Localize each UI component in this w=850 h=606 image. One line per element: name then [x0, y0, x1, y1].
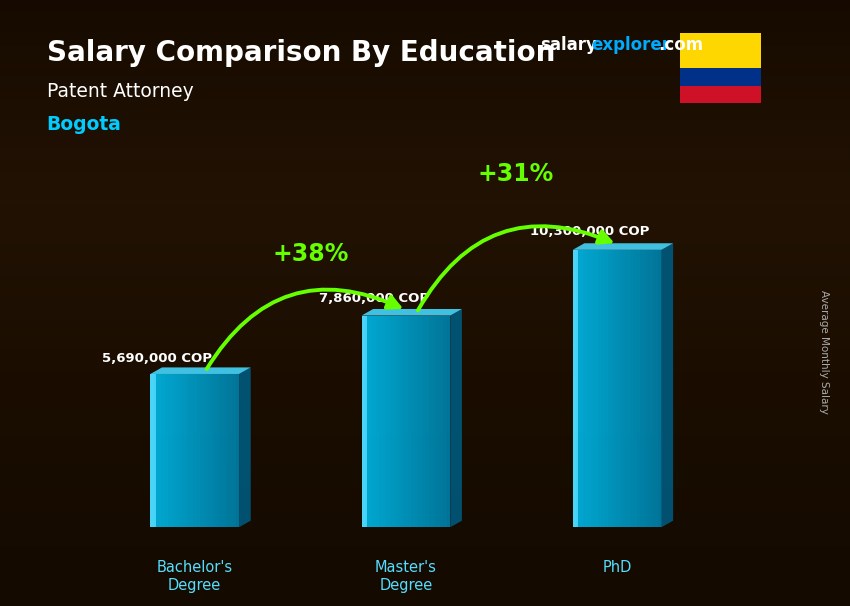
- Polygon shape: [661, 243, 673, 527]
- Polygon shape: [648, 250, 651, 527]
- Polygon shape: [211, 374, 214, 527]
- Polygon shape: [186, 374, 190, 527]
- Polygon shape: [193, 374, 196, 527]
- Polygon shape: [594, 250, 598, 527]
- Text: 10,300,000 COP: 10,300,000 COP: [530, 225, 649, 239]
- Polygon shape: [379, 316, 382, 527]
- Polygon shape: [172, 374, 175, 527]
- Polygon shape: [229, 374, 232, 527]
- Text: Master's
Degree: Master's Degree: [375, 559, 437, 593]
- Bar: [680, 85, 761, 103]
- Polygon shape: [609, 250, 612, 527]
- Polygon shape: [394, 316, 397, 527]
- Polygon shape: [376, 316, 379, 527]
- Text: 5,690,000 COP: 5,690,000 COP: [102, 351, 212, 365]
- Polygon shape: [447, 316, 450, 527]
- Text: explorer: explorer: [591, 36, 670, 55]
- Polygon shape: [225, 374, 229, 527]
- Polygon shape: [221, 374, 225, 527]
- Polygon shape: [165, 374, 168, 527]
- Polygon shape: [397, 316, 400, 527]
- Polygon shape: [439, 316, 443, 527]
- Polygon shape: [411, 316, 415, 527]
- Polygon shape: [591, 250, 594, 527]
- Polygon shape: [175, 374, 178, 527]
- Text: salary: salary: [540, 36, 597, 55]
- Polygon shape: [633, 250, 637, 527]
- Polygon shape: [426, 316, 429, 527]
- Bar: [680, 33, 761, 68]
- Polygon shape: [443, 316, 447, 527]
- Polygon shape: [361, 316, 367, 527]
- Text: .com: .com: [659, 36, 704, 55]
- Polygon shape: [651, 250, 654, 527]
- Polygon shape: [235, 374, 239, 527]
- Text: 7,860,000 COP: 7,860,000 COP: [320, 292, 429, 305]
- Polygon shape: [637, 250, 640, 527]
- Text: Salary Comparison By Education: Salary Comparison By Education: [47, 39, 555, 67]
- Polygon shape: [450, 309, 462, 527]
- Polygon shape: [190, 374, 193, 527]
- Polygon shape: [150, 374, 156, 527]
- Polygon shape: [400, 316, 404, 527]
- Polygon shape: [433, 316, 436, 527]
- Polygon shape: [150, 367, 251, 374]
- Polygon shape: [598, 250, 601, 527]
- Text: +38%: +38%: [273, 242, 349, 265]
- Polygon shape: [436, 316, 439, 527]
- Polygon shape: [404, 316, 408, 527]
- Polygon shape: [390, 316, 394, 527]
- Polygon shape: [573, 250, 661, 527]
- Polygon shape: [640, 250, 643, 527]
- Polygon shape: [150, 374, 239, 527]
- Polygon shape: [200, 374, 204, 527]
- Text: Patent Attorney: Patent Attorney: [47, 82, 194, 101]
- Polygon shape: [182, 374, 186, 527]
- Polygon shape: [361, 316, 450, 527]
- Polygon shape: [619, 250, 622, 527]
- Bar: [680, 68, 761, 85]
- Polygon shape: [418, 316, 422, 527]
- Polygon shape: [232, 374, 235, 527]
- Polygon shape: [601, 250, 604, 527]
- Polygon shape: [196, 374, 200, 527]
- Polygon shape: [204, 374, 207, 527]
- Polygon shape: [622, 250, 626, 527]
- Polygon shape: [573, 243, 673, 250]
- Polygon shape: [626, 250, 630, 527]
- Text: Bogota: Bogota: [47, 115, 122, 134]
- Polygon shape: [604, 250, 609, 527]
- Polygon shape: [382, 316, 387, 527]
- Polygon shape: [218, 374, 221, 527]
- Text: +31%: +31%: [478, 162, 554, 187]
- Polygon shape: [422, 316, 426, 527]
- Polygon shape: [178, 374, 182, 527]
- Polygon shape: [361, 309, 462, 316]
- Polygon shape: [658, 250, 661, 527]
- Polygon shape: [168, 374, 172, 527]
- Polygon shape: [429, 316, 433, 527]
- Polygon shape: [214, 374, 218, 527]
- Polygon shape: [630, 250, 633, 527]
- Polygon shape: [654, 250, 658, 527]
- Polygon shape: [408, 316, 411, 527]
- Polygon shape: [612, 250, 615, 527]
- Text: Average Monthly Salary: Average Monthly Salary: [819, 290, 829, 413]
- Polygon shape: [387, 316, 390, 527]
- Text: PhD: PhD: [603, 559, 632, 574]
- Polygon shape: [415, 316, 418, 527]
- Polygon shape: [573, 250, 578, 527]
- Polygon shape: [239, 367, 251, 527]
- Polygon shape: [587, 250, 591, 527]
- Polygon shape: [643, 250, 648, 527]
- Polygon shape: [615, 250, 619, 527]
- Polygon shape: [207, 374, 211, 527]
- Text: Bachelor's
Degree: Bachelor's Degree: [156, 559, 233, 593]
